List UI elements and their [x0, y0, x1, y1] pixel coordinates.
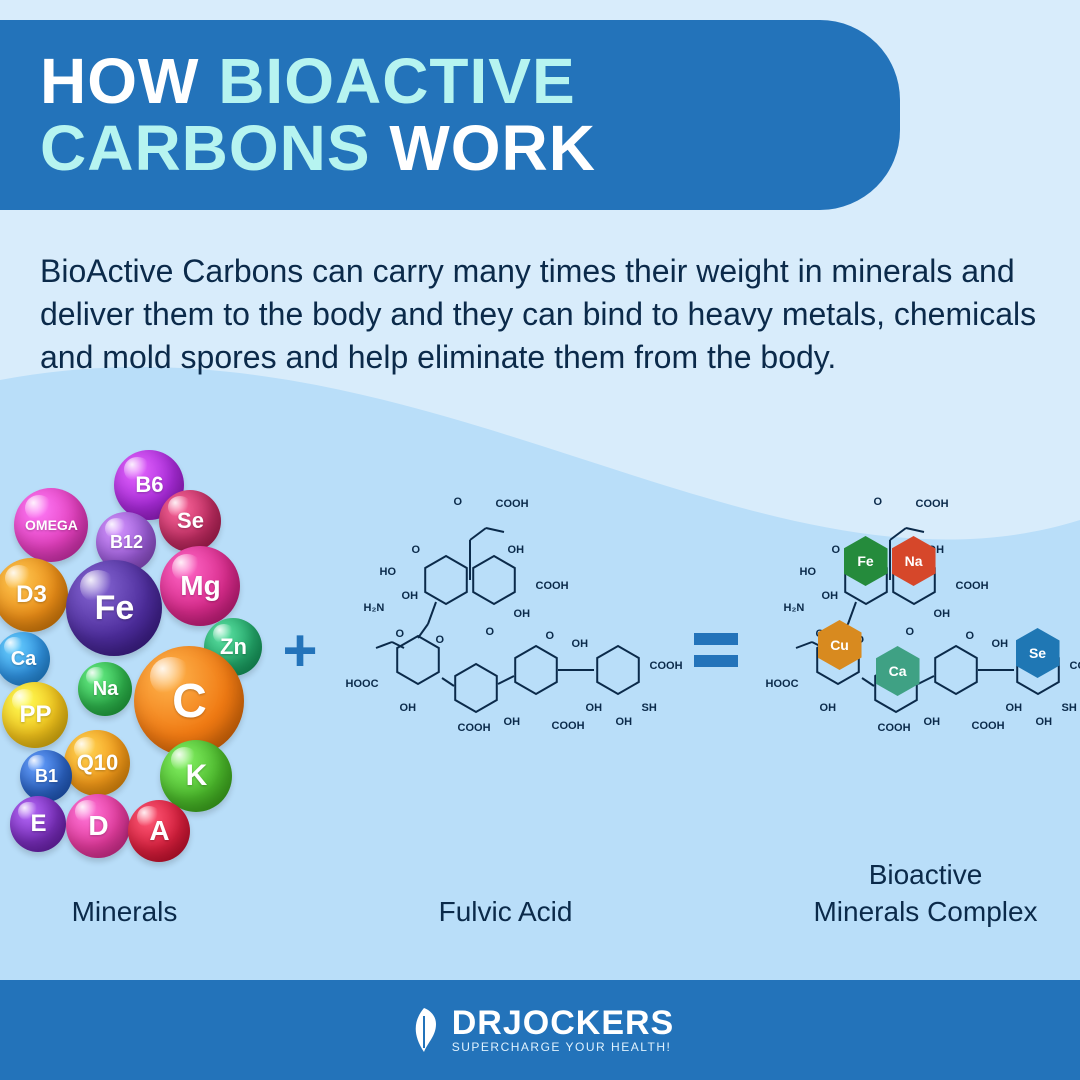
- mineral-sphere: OMEGA: [14, 488, 88, 562]
- brand-logo: DRJOCKERS SUPERCHARGE YOUR HEALTH!: [406, 1006, 674, 1054]
- chem-label: COOH: [552, 720, 585, 732]
- chem-label: O: [906, 626, 915, 638]
- chem-label: O: [966, 630, 975, 642]
- mineral-sphere: Na: [78, 662, 132, 716]
- mineral-sphere: Ca: [0, 632, 50, 686]
- chem-label: COOH: [650, 660, 683, 672]
- mineral-sphere: D3: [0, 558, 68, 632]
- chem-label: OH: [504, 716, 521, 728]
- fulvic-column: OCOOHOOHHOCOOHOHH₂NOOOOHOOCOHCOOHOHSHOHC…: [336, 450, 676, 930]
- chem-label: OH: [586, 702, 603, 714]
- chem-label: SH: [1062, 702, 1077, 714]
- chem-label: OH: [400, 702, 417, 714]
- mineral-sphere: Fe: [66, 560, 162, 656]
- chem-label: SH: [642, 702, 657, 714]
- chem-label: COOH: [458, 722, 491, 734]
- molecule-skeleton: [756, 470, 1080, 770]
- page-title: HOW BIOACTIVE CARBONS WORK: [40, 48, 840, 182]
- mineral-sphere: E: [10, 796, 66, 852]
- mineral-sphere: Se: [159, 490, 221, 552]
- minerals-cluster: B6OMEGASeB12D3MgFeCaZnNaPPCQ10B1KEDA: [0, 450, 264, 870]
- title-word-bioactive: BIOACTIVE: [218, 45, 575, 117]
- chem-label: O: [454, 496, 463, 508]
- complex-column: OCOOHOOHHOCOOHOHH₂NOOOOHOOCOHCOOHOHSHOHC…: [756, 450, 1080, 930]
- chem-label: COOH: [496, 498, 529, 510]
- chem-label: H₂N: [784, 602, 805, 614]
- chem-label: COOH: [972, 720, 1005, 732]
- fulvic-molecule: OCOOHOOHHOCOOHOHH₂NOOOOHOOCOHCOOHOHSHOHC…: [336, 450, 676, 790]
- chem-label: COOH: [1070, 660, 1080, 672]
- chem-label: COOH: [536, 580, 569, 592]
- brand-name: DRJOCKERS: [452, 1006, 674, 1040]
- chem-label: HO: [800, 566, 817, 578]
- leaf-icon: [406, 1006, 442, 1054]
- chem-label: OH: [822, 590, 839, 602]
- chem-label: OH: [992, 638, 1009, 650]
- chem-label: COOH: [956, 580, 989, 592]
- chem-label: OH: [1006, 702, 1023, 714]
- mineral-sphere: Mg: [160, 546, 240, 626]
- chem-label: O: [832, 544, 841, 556]
- chem-label: OH: [402, 590, 419, 602]
- mineral-sphere: Q10: [64, 730, 130, 796]
- description-text: BioActive Carbons can carry many times t…: [40, 250, 1040, 380]
- diagram-row: B6OMEGASeB12D3MgFeCaZnNaPPCQ10B1KEDA Min…: [0, 450, 1080, 930]
- chem-label: OH: [1036, 716, 1053, 728]
- complex-molecule: OCOOHOOHHOCOOHOHH₂NOOOOHOOCOHCOOHOHSHOHC…: [756, 450, 1080, 790]
- chem-label: O: [436, 634, 445, 646]
- minerals-label: Minerals: [72, 894, 178, 930]
- chem-label: O: [546, 630, 555, 642]
- mineral-sphere: B1: [20, 750, 72, 802]
- header-banner: HOW BIOACTIVE CARBONS WORK: [0, 20, 900, 210]
- chem-label: HOOC: [346, 678, 379, 690]
- chem-label: OH: [572, 638, 589, 650]
- chem-label: O: [412, 544, 421, 556]
- chem-label: OH: [616, 716, 633, 728]
- chem-label: OH: [508, 544, 525, 556]
- chem-label: COOH: [916, 498, 949, 510]
- mineral-sphere: K: [160, 740, 232, 812]
- title-word-how: HOW: [40, 45, 218, 117]
- brand-tagline: SUPERCHARGE YOUR HEALTH!: [452, 1040, 674, 1054]
- chem-label: H₂N: [364, 602, 385, 614]
- fulvic-label: Fulvic Acid: [439, 894, 573, 930]
- title-word-carbons: CARBONS: [40, 112, 371, 184]
- chem-label: O: [486, 626, 495, 638]
- chem-label: O: [874, 496, 883, 508]
- chem-label: OH: [924, 716, 941, 728]
- chem-label: HO: [380, 566, 397, 578]
- minerals-column: B6OMEGASeB12D3MgFeCaZnNaPPCQ10B1KEDA Min…: [0, 450, 264, 930]
- footer-bar: DRJOCKERS SUPERCHARGE YOUR HEALTH!: [0, 980, 1080, 1080]
- chem-label: OH: [514, 608, 531, 620]
- chem-label: O: [396, 628, 405, 640]
- chem-label: OH: [934, 608, 951, 620]
- chem-label: COOH: [878, 722, 911, 734]
- mineral-sphere: A: [128, 800, 190, 862]
- title-word-work: WORK: [371, 112, 596, 184]
- complex-label: Bioactive Minerals Complex: [813, 857, 1037, 930]
- equals-operator: [694, 633, 738, 667]
- plus-operator: +: [282, 616, 317, 685]
- chem-label: OH: [820, 702, 837, 714]
- mineral-sphere: D: [66, 794, 130, 858]
- chem-label: HOOC: [766, 678, 799, 690]
- mineral-sphere: PP: [2, 682, 68, 748]
